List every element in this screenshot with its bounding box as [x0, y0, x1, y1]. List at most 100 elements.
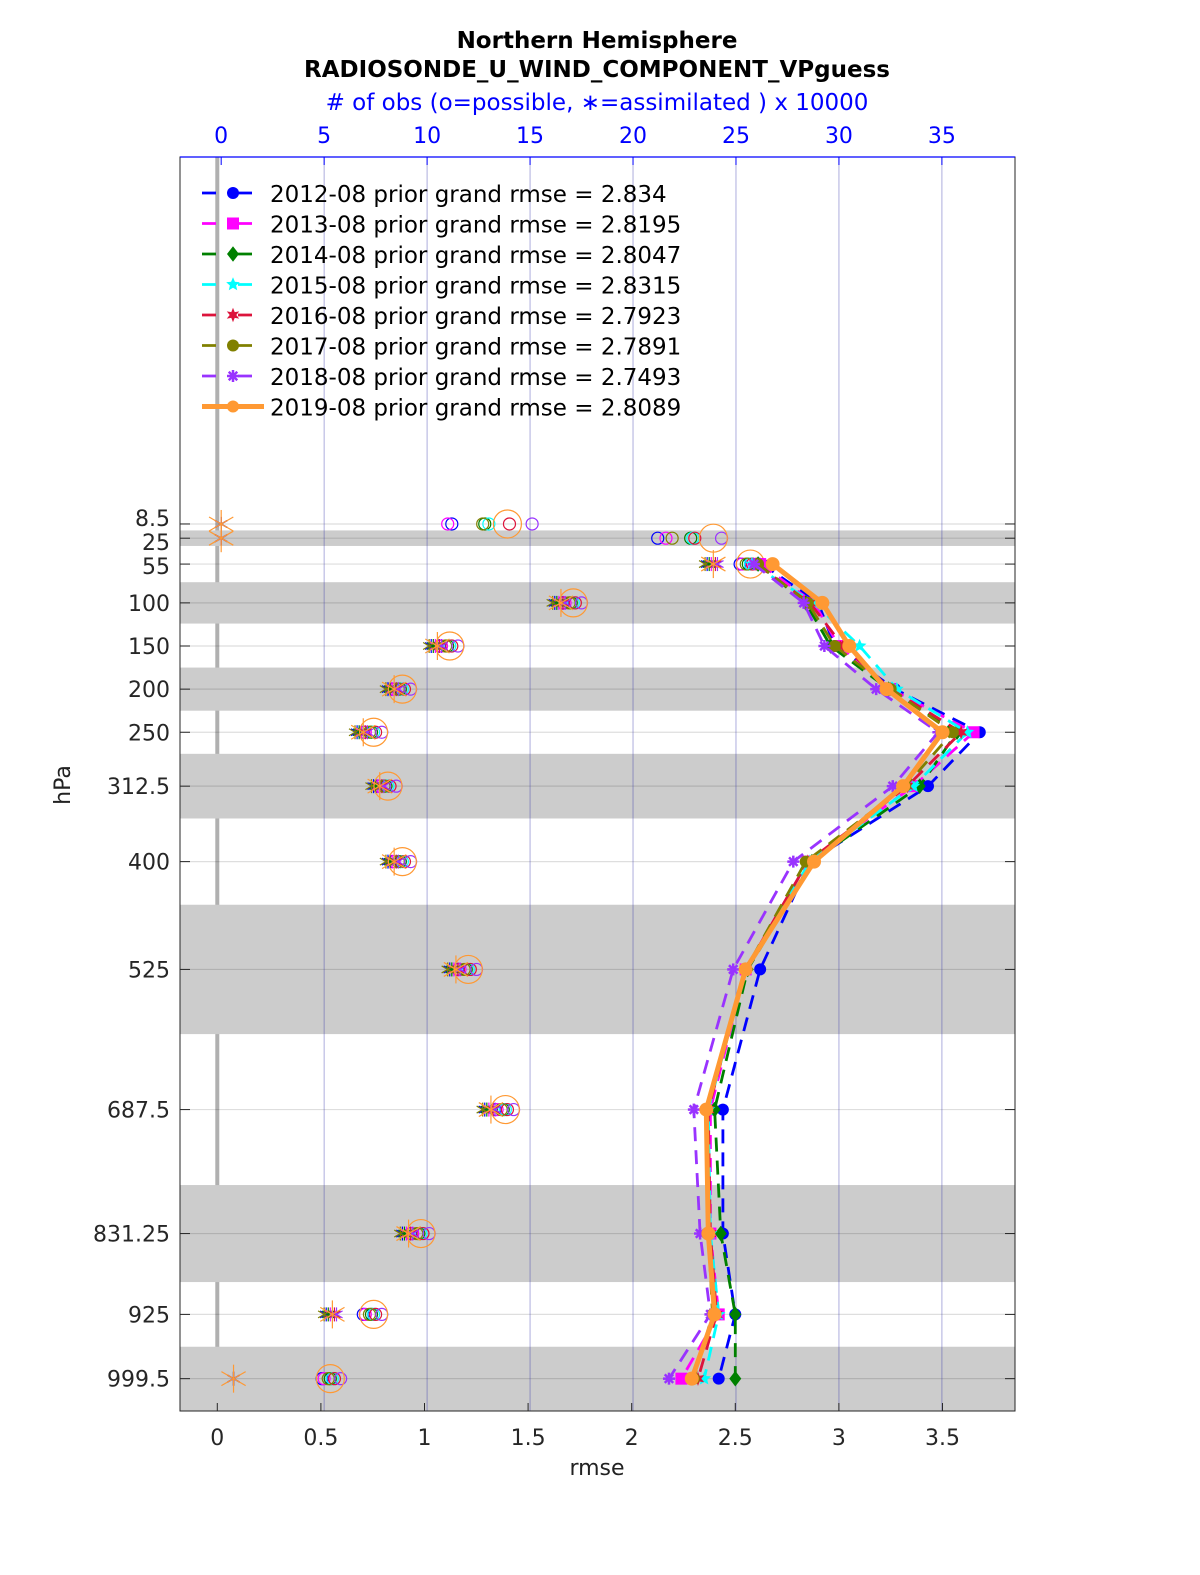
obs-assimilated-marker: [350, 718, 376, 747]
legend-marker: [226, 277, 240, 291]
rmse-series-line: [689, 562, 946, 1380]
asterisk-stroke: [381, 681, 407, 697]
obs-possible-marker: [463, 962, 477, 977]
legend-entry: 2013-08 prior grand rmse = 2.8195: [270, 213, 681, 239]
top-tick-label: 15: [516, 124, 544, 149]
asterisk-stroke: [486, 1105, 500, 1114]
obs-possible-marker: [568, 596, 582, 610]
obs-possible-marker: [441, 517, 455, 531]
top-axis-label: # of obs (o=possible, ∗=assimilated ) x …: [326, 90, 869, 116]
asterisk-stroke: [208, 516, 234, 532]
obs-possible-marker: [665, 531, 679, 545]
obs-possible-marker: [416, 1226, 430, 1241]
rmse-data-point: [754, 963, 767, 976]
obs-assimilated-marker: [381, 847, 407, 876]
obs-possible-marker: [476, 517, 490, 531]
legend-entry: 2016-08 prior grand rmse = 2.7923: [270, 304, 681, 330]
asterisk-stroke: [319, 1306, 345, 1322]
legend-entry: 2012-08 prior grand rmse = 2.834: [270, 182, 667, 208]
rmse-data-point: [684, 1371, 699, 1386]
rmse-data-point: [714, 1225, 727, 1242]
rmse-data-point: [913, 778, 926, 794]
legend-marker: [227, 339, 239, 352]
top-tick-label: 25: [722, 124, 750, 149]
y-tick-label: 687.5: [107, 1099, 170, 1124]
layer-band: [180, 1185, 1015, 1283]
y-tick-label: 250: [128, 721, 170, 746]
legend-entry: 2019-08 prior grand rmse = 2.8089: [270, 396, 681, 422]
rmse-data-point: [701, 1226, 716, 1241]
rmse-data-point: [828, 640, 841, 653]
rmse-data-point: [747, 558, 760, 571]
asterisk-stroke: [798, 597, 809, 609]
rmse-data-point: [797, 596, 810, 609]
obs-possible-marker: [502, 517, 517, 531]
asterisk-stroke: [478, 1102, 504, 1118]
asterisk-stroke: [819, 640, 830, 652]
obs-assimilated-marker: [478, 1095, 504, 1124]
obs-assimilated-marker: [700, 550, 726, 579]
asterisk-stroke: [548, 595, 574, 611]
rmse-data-point: [879, 682, 894, 697]
rmse-data-point: [921, 780, 934, 793]
asterisk-stroke: [367, 778, 393, 794]
y-axis-label: hPa: [51, 765, 76, 805]
obs-possible-marker: [369, 1307, 383, 1322]
obs-possible-marker: [445, 639, 459, 653]
asterisk-stroke: [871, 684, 882, 695]
rmse-data-point: [852, 638, 867, 652]
obs-possible-marker: [387, 847, 417, 877]
asterisk-stroke: [443, 961, 469, 977]
x-tick-label: 1.5: [511, 1426, 546, 1451]
x-tick-label: 0: [210, 1426, 224, 1451]
y-tick-label: 999.5: [107, 1368, 170, 1393]
rmse-data-point: [935, 725, 950, 740]
y-tick-label: 400: [128, 851, 170, 876]
legend-marker: [227, 246, 239, 262]
x-tick-label: 3: [832, 1426, 846, 1451]
obs-assimilated-marker: [486, 1102, 500, 1117]
top-tick-label: 10: [413, 124, 441, 149]
rmse-data-point: [946, 726, 959, 739]
asterisk-stroke: [328, 1310, 341, 1319]
asterisk-stroke: [350, 724, 376, 740]
asterisk-stroke: [728, 964, 739, 975]
y-tick-label: 312.5: [107, 775, 170, 800]
rmse-data-point: [765, 557, 780, 572]
rmse-series-line: [713, 563, 959, 1379]
asterisk-stroke: [381, 854, 407, 870]
obs-possible-marker: [492, 509, 523, 539]
rmse-data-point: [707, 1307, 722, 1322]
asterisk-stroke: [748, 558, 760, 570]
top-tick-label: 0: [214, 124, 228, 149]
rmse-data-point: [870, 683, 883, 696]
x-axis-label: rmse: [569, 1456, 624, 1481]
obs-assimilated-marker: [443, 955, 469, 984]
obs-assimilated-marker: [221, 1364, 246, 1393]
asterisk-stroke: [788, 856, 799, 867]
rmse-data-point: [896, 779, 911, 794]
rmse-data-point: [687, 1103, 700, 1116]
obs-possible-marker: [369, 725, 383, 739]
obs-possible-marker: [334, 1372, 348, 1386]
asterisk-stroke: [688, 1104, 699, 1115]
rmse-data-point: [738, 962, 753, 977]
x-tick-label: 2: [625, 1426, 639, 1451]
y-tick-label: 25: [142, 531, 170, 556]
obs-possible-marker: [525, 517, 539, 531]
rmse-data-point: [729, 1370, 742, 1387]
asterisk-stroke: [887, 781, 898, 792]
top-tick-label: 35: [928, 124, 956, 149]
asterisk-stroke: [709, 560, 722, 569]
rmse-data-point: [675, 1372, 688, 1385]
chart-subtitle: RADIOSONDE_U_WIND_COMPONENT_VPguess: [304, 57, 890, 83]
legend-entry: 2014-08 prior grand rmse = 2.8047: [270, 243, 681, 269]
x-tick-label: 0.5: [303, 1426, 338, 1451]
top-tick-label: 5: [317, 124, 331, 149]
rmse-series-line: [717, 562, 983, 1380]
obs-assimilated-marker: [548, 588, 574, 617]
obs-possible-marker: [500, 1102, 515, 1117]
asterisk-stroke: [221, 1371, 246, 1387]
top-tick-label: 30: [825, 124, 853, 149]
